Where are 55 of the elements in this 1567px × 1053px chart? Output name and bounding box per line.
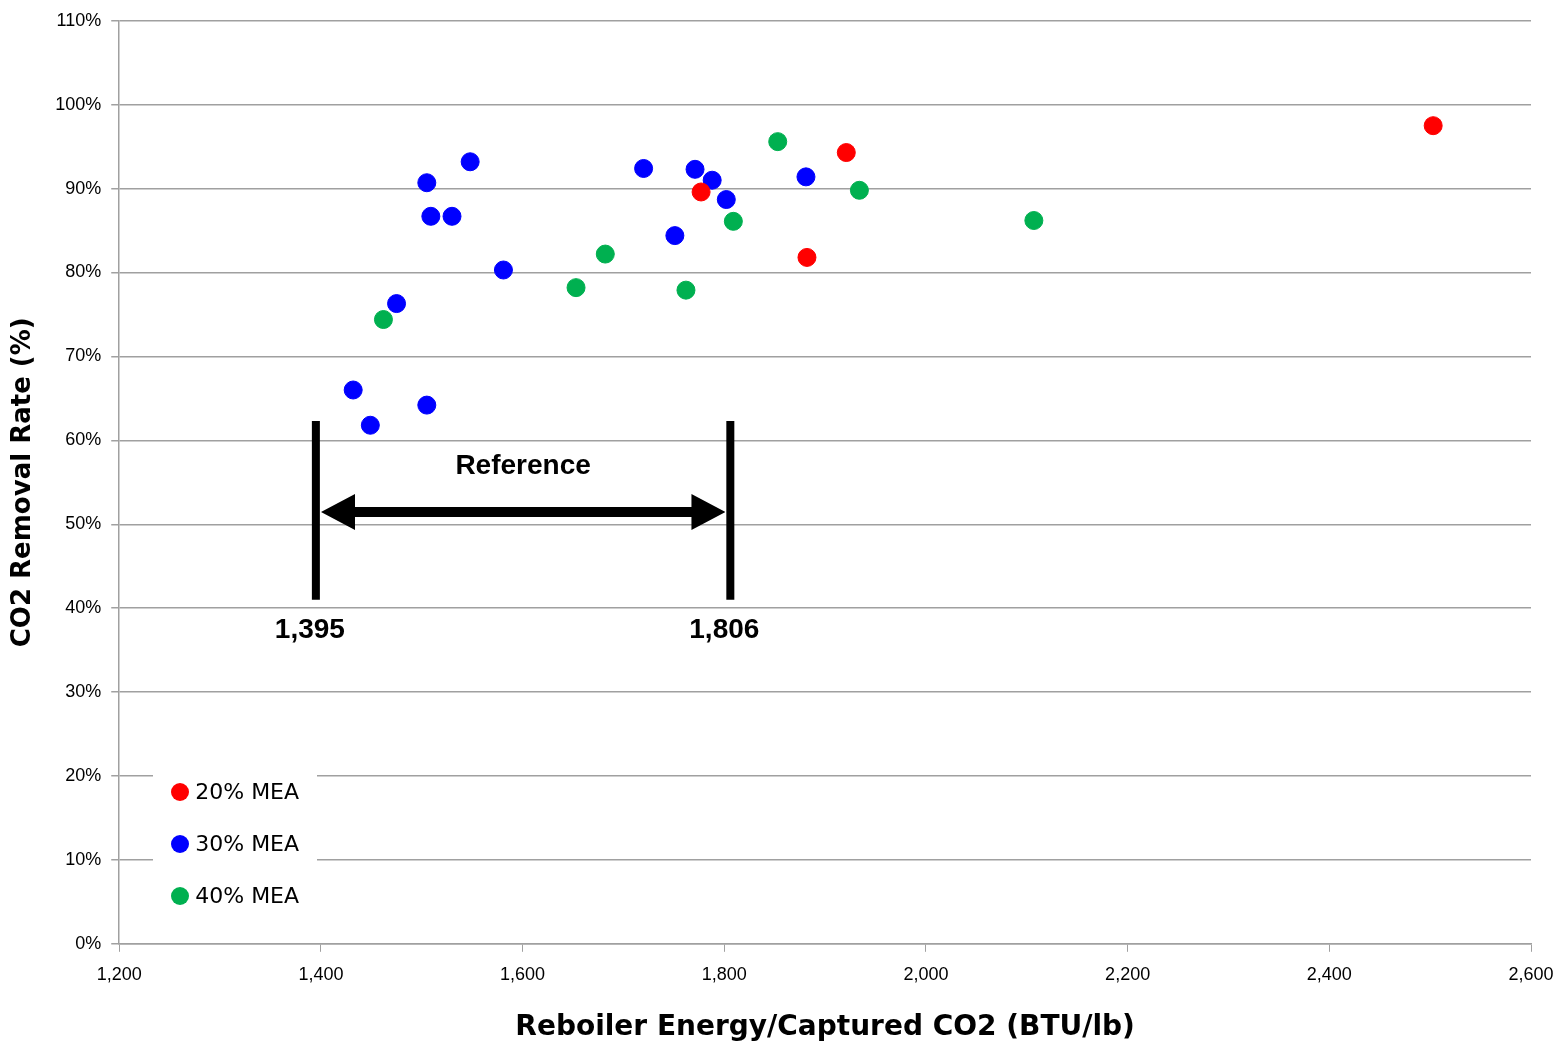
y-tick-label: 60% [65,429,102,450]
point [702,170,722,190]
legend-label: 20% MEA [194,778,300,807]
point [634,158,654,178]
point [387,294,407,314]
y-tick-label: 100% [55,93,102,114]
annotation: Reference [455,449,591,481]
point [849,180,869,200]
point [768,132,788,152]
y-tick-label: 0% [75,932,102,953]
y-tick-label: 90% [65,177,102,198]
point [360,415,380,435]
legend-label: 40% MEA [194,882,300,911]
ref-line-label: 1,806 [689,613,760,645]
x-tick-label: 1,800 [701,963,747,984]
point [343,380,363,400]
x-tick-label: 1,400 [298,963,344,984]
point [373,310,393,330]
y-tick-label: 70% [65,345,102,366]
point [685,159,705,179]
point [417,173,437,193]
x-tick-label: 2,400 [1306,963,1352,984]
point [493,260,513,280]
y-axis-title: CO2 Removal Rate (%) [6,317,37,648]
point [723,211,743,231]
point [1423,116,1443,136]
x-tick-label: 1,600 [500,963,546,984]
ref-line-label: 1,395 [274,613,345,645]
y-tick-label: 40% [65,597,102,618]
point [797,247,817,267]
y-tick-label: 110% [56,9,102,30]
point [442,206,462,226]
y-tick-label: 20% [65,764,102,785]
x-axis-title: Reboiler Energy/Captured CO2 (BTU/lb) [515,1009,1135,1043]
x-tick-label: 1,200 [96,963,142,984]
x-tick-label: 2,000 [903,963,949,984]
x-tick-label: 2,200 [1105,963,1151,984]
y-tick-label: 30% [65,681,102,702]
x-tick-label: 2,600 [1508,963,1554,984]
point [595,244,615,264]
point [665,226,685,246]
y-tick-label: 10% [65,848,102,869]
point [716,190,736,210]
point [566,278,586,298]
y-tick-label: 50% [65,513,102,534]
point [836,143,856,163]
point [460,152,480,172]
point [1024,211,1044,230]
legend-label: 30% MEA [194,830,300,859]
point [417,395,437,415]
point [421,206,441,226]
point [796,167,816,187]
y-tick-label: 80% [65,261,102,282]
point [676,280,696,300]
point [691,182,711,202]
